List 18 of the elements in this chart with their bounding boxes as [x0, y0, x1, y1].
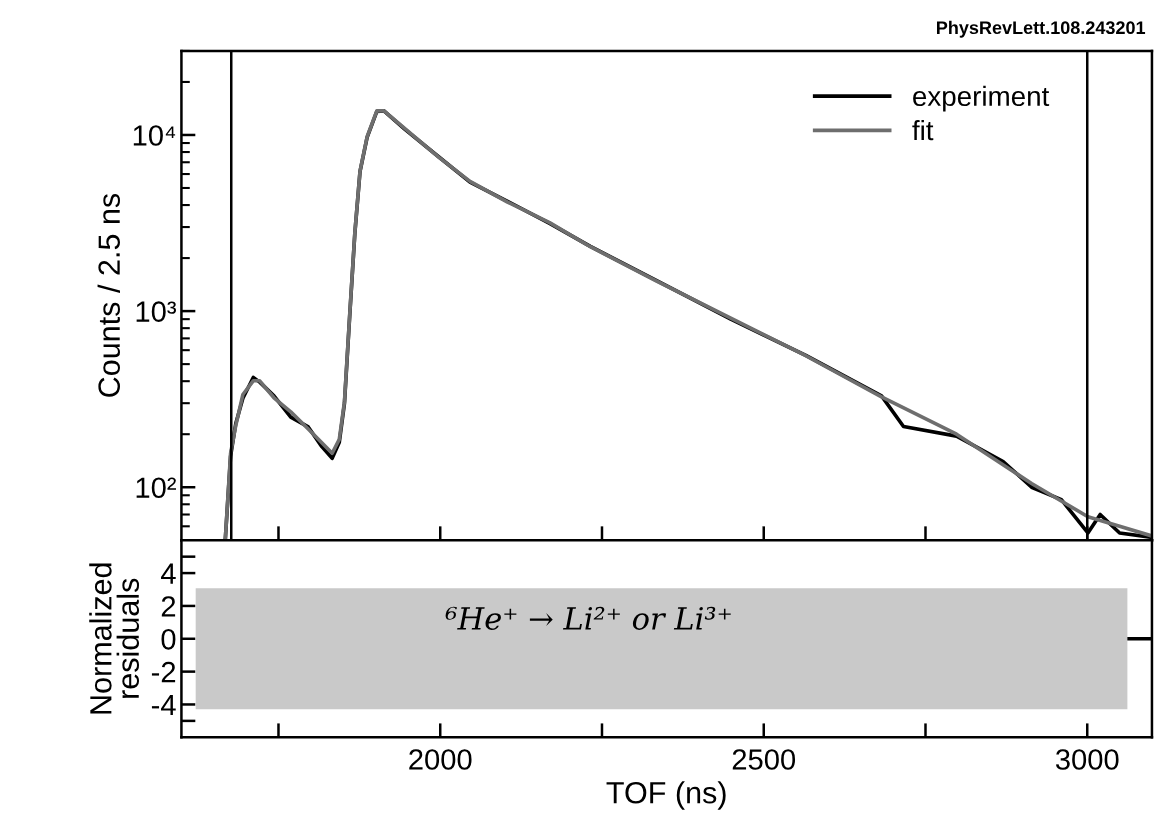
x-tick-label: 2000	[409, 749, 472, 770]
y-tick-label: 0	[161, 628, 176, 650]
y-tick-label: 10⁴	[133, 125, 176, 146]
legend-label: fit	[912, 119, 934, 141]
x-tick-label: 3000	[1055, 749, 1119, 770]
y-tick-label: 4	[161, 563, 176, 584]
x-tick-label: 2500	[732, 749, 796, 770]
y-tick-label: 2	[161, 596, 176, 617]
y-axis-title: Counts / 2.5 ns	[97, 193, 120, 397]
y-tick-label: 10³	[136, 301, 176, 322]
y-tick-label: 10²	[136, 477, 177, 499]
y-tick-label: -4	[151, 694, 176, 716]
text: PhysRevLett.108.243201	[937, 20, 1146, 38]
y-axis-title: Normalized residuals	[89, 563, 140, 714]
x-axis-title: TOF (ns)	[606, 781, 726, 810]
annotation: ⁶He⁺ → Li²⁺ or Li³⁺	[445, 606, 731, 630]
legend-label: experiment	[913, 85, 1050, 112]
y-tick-label: -2	[151, 661, 176, 683]
